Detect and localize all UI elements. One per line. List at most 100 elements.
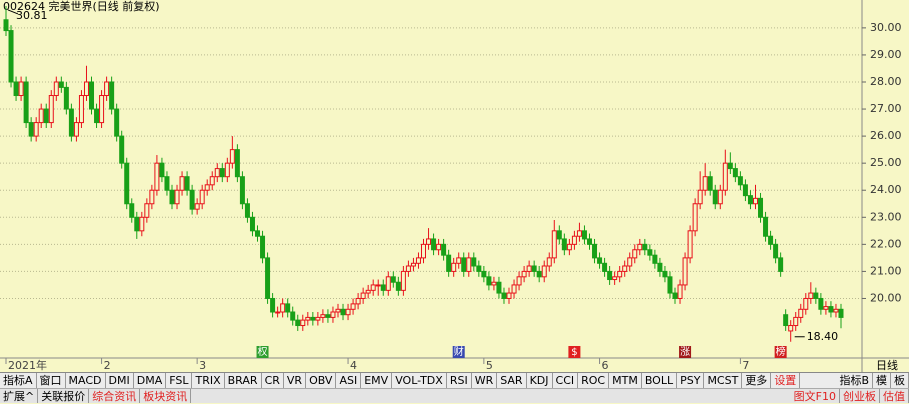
candle-body: [742, 184, 748, 197]
candle-body: [446, 254, 452, 272]
candle-body: [229, 149, 235, 164]
candle-body: [692, 203, 698, 232]
candle-body: [164, 176, 170, 191]
candle-body: [270, 297, 276, 313]
candle-body: [239, 176, 245, 205]
candle-body: [712, 189, 718, 205]
indicator-tab[interactable]: MCST: [704, 373, 743, 389]
indicator-tab[interactable]: VOL-TDX: [392, 373, 447, 389]
indicator-tab[interactable]: VR: [284, 373, 307, 389]
candle-body: [451, 262, 457, 272]
period-label: 日线: [876, 358, 898, 372]
candle-body: [667, 276, 673, 294]
f10-tab[interactable]: 估值: [880, 389, 909, 403]
event-label: 榜: [776, 345, 786, 358]
candle-body: [139, 216, 145, 232]
indicator-tab[interactable]: 窗口: [37, 373, 66, 389]
indicator-tab[interactable]: BOLL: [642, 373, 678, 389]
template-tab[interactable]: 模: [873, 373, 891, 389]
chart: 002624 完美世界(日线 前复权) 日线 20.0021.0022.0023…: [0, 0, 909, 372]
candle-body: [18, 81, 24, 97]
candle-body: [400, 270, 406, 291]
candle-body: [224, 162, 230, 178]
candle-body: [823, 306, 829, 310]
indicator-tab[interactable]: CCI: [553, 373, 579, 389]
indicator-tab[interactable]: 指标A: [0, 373, 37, 389]
template-tab[interactable]: 指标B: [836, 373, 873, 389]
indicator-tab[interactable]: KDJ: [527, 373, 553, 389]
f10-tab[interactable]: 创业板: [840, 389, 880, 403]
candle-body: [541, 265, 547, 278]
candle-body: [566, 243, 572, 251]
candle-body: [576, 230, 582, 237]
high-label: 30.81: [16, 9, 48, 22]
event-label: 涨: [680, 346, 690, 358]
bottom-tab[interactable]: 关联报价: [38, 389, 90, 403]
candle-body: [410, 262, 416, 267]
candle-body: [375, 284, 381, 287]
candle-body: [244, 203, 250, 218]
indicator-tab[interactable]: ASI: [336, 373, 362, 389]
x-tick-label: 3: [199, 359, 206, 372]
candle-body: [722, 162, 728, 191]
candle-body: [360, 292, 366, 299]
indicator-tab[interactable]: WR: [472, 373, 498, 389]
candle-body: [99, 95, 105, 124]
candle-body: [275, 311, 281, 314]
candle-body: [647, 249, 653, 256]
x-tick-label: 5: [486, 359, 493, 372]
candle-body: [13, 81, 19, 97]
indicator-tab[interactable]: MACD: [66, 373, 106, 389]
indicator-tab[interactable]: CR: [262, 373, 284, 389]
f10-tab[interactable]: 图文F10: [791, 389, 840, 403]
indicator-tab[interactable]: EMV: [361, 373, 393, 389]
news-tab[interactable]: 综合资讯: [89, 389, 141, 403]
event-box: [256, 346, 269, 358]
candle-body: [28, 122, 34, 137]
template-tab[interactable]: 板: [891, 373, 909, 389]
candle-body: [778, 257, 784, 272]
candle-body: [521, 270, 527, 278]
settings-tab[interactable]: 设置: [771, 373, 801, 389]
indicator-tab[interactable]: RSI: [447, 373, 472, 389]
candle-body: [536, 270, 542, 278]
candle-body: [8, 30, 14, 83]
news-tab[interactable]: 板块资讯: [140, 389, 192, 403]
bottom-tab[interactable]: 扩展^: [0, 389, 39, 403]
candle-body: [833, 308, 839, 313]
candle-body: [436, 243, 442, 251]
candle-body: [325, 314, 331, 318]
candle-body: [355, 297, 361, 305]
candle-body: [471, 257, 477, 267]
candle-body: [581, 230, 587, 240]
candle-body: [285, 303, 291, 313]
candle-body: [481, 270, 487, 278]
candle-body: [199, 189, 205, 205]
indicator-tab[interactable]: 更多: [742, 373, 772, 389]
indicator-tab[interactable]: ROC: [578, 373, 610, 389]
candle-body: [813, 292, 819, 299]
indicator-tab[interactable]: SAR: [497, 373, 527, 389]
indicator-tab[interactable]: FSL: [166, 373, 193, 389]
indicator-tab[interactable]: DMI: [106, 373, 134, 389]
candle-body: [687, 230, 693, 259]
candle-body: [592, 243, 598, 259]
candle-body: [295, 319, 301, 327]
candle-body: [48, 95, 54, 124]
candle-body: [627, 257, 633, 267]
indicator-tab[interactable]: BRAR: [225, 373, 262, 389]
candle-body: [73, 122, 79, 137]
y-tick-label: 27.00: [870, 102, 902, 115]
indicator-tab[interactable]: TRIX: [192, 373, 225, 389]
indicator-tab[interactable]: DMA: [134, 373, 167, 389]
event-label: $: [571, 347, 577, 358]
candle-body: [119, 135, 125, 164]
indicator-tab[interactable]: OBV: [306, 373, 337, 389]
candle-body: [707, 176, 713, 191]
candle-body: [808, 292, 814, 299]
candle-body: [315, 316, 321, 321]
candle-body: [300, 319, 306, 327]
candle-body: [571, 235, 577, 245]
indicator-tab[interactable]: PSY: [677, 373, 705, 389]
indicator-tab[interactable]: MTM: [609, 373, 642, 389]
